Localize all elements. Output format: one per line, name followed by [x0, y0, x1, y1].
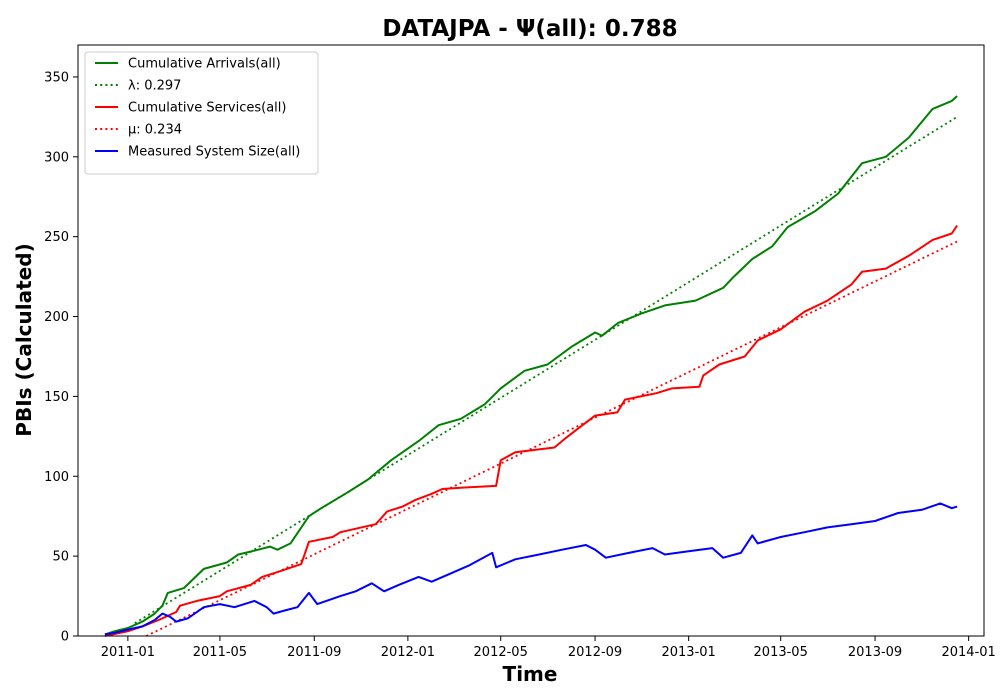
x-tick-label: 2013-09 — [848, 645, 902, 660]
x-tick-label: 2011-01 — [101, 645, 155, 660]
series-layer — [104, 95, 958, 637]
y-tick-label: 50 — [52, 550, 69, 565]
x-tick-label: 2012-09 — [568, 645, 622, 660]
y-tick-label: 350 — [44, 70, 69, 85]
y-tick-label: 300 — [44, 150, 69, 165]
legend-label: Cumulative Arrivals(all) — [128, 57, 281, 72]
x-axis-label: Time — [503, 662, 558, 686]
y-tick-label: 200 — [44, 310, 69, 325]
series-line-2 — [104, 224, 958, 637]
chart-title: DATAJPA - Ψ(all): 0.788 — [382, 16, 677, 42]
y-tick-label: 100 — [44, 470, 69, 485]
x-tick-label: 2013-01 — [661, 645, 715, 660]
x-tick-label: 2011-05 — [193, 645, 247, 660]
y-tick-label: 150 — [44, 390, 69, 405]
series-line-3 — [145, 240, 958, 637]
legend-label: μ: 0.234 — [128, 123, 182, 138]
legend: Cumulative Arrivals(all) λ: 0.297 Cumulati… — [84, 51, 319, 175]
y-axis-label: PBIs (Calculated) — [12, 243, 36, 436]
y-tick-label: 250 — [44, 230, 69, 245]
x-tick-label: 2011-09 — [287, 645, 341, 660]
series-line-0 — [104, 95, 958, 636]
x-tick-label: 2012-05 — [474, 645, 528, 660]
x-tick-label: 2012-01 — [381, 645, 435, 660]
legend-label: Cumulative Services(all) — [128, 101, 286, 116]
x-axis: 2011-01 2011-05 2011-09 2012-01 2012-05 2012-… — [101, 636, 996, 660]
series-line-4 — [104, 502, 958, 636]
legend-box — [84, 51, 319, 175]
plot-frame — [77, 44, 985, 637]
y-axis: 0 50 100 150 200 250 300 350 — [44, 70, 78, 645]
legend-label: λ: 0.297 — [128, 79, 181, 94]
legend-label: Measured System Size(all) — [128, 145, 300, 160]
x-tick-label: 2013-05 — [754, 645, 808, 660]
x-tick-label: 2014-01 — [941, 645, 995, 660]
y-tick-label: 0 — [61, 630, 69, 645]
series-line-1 — [134, 116, 958, 624]
